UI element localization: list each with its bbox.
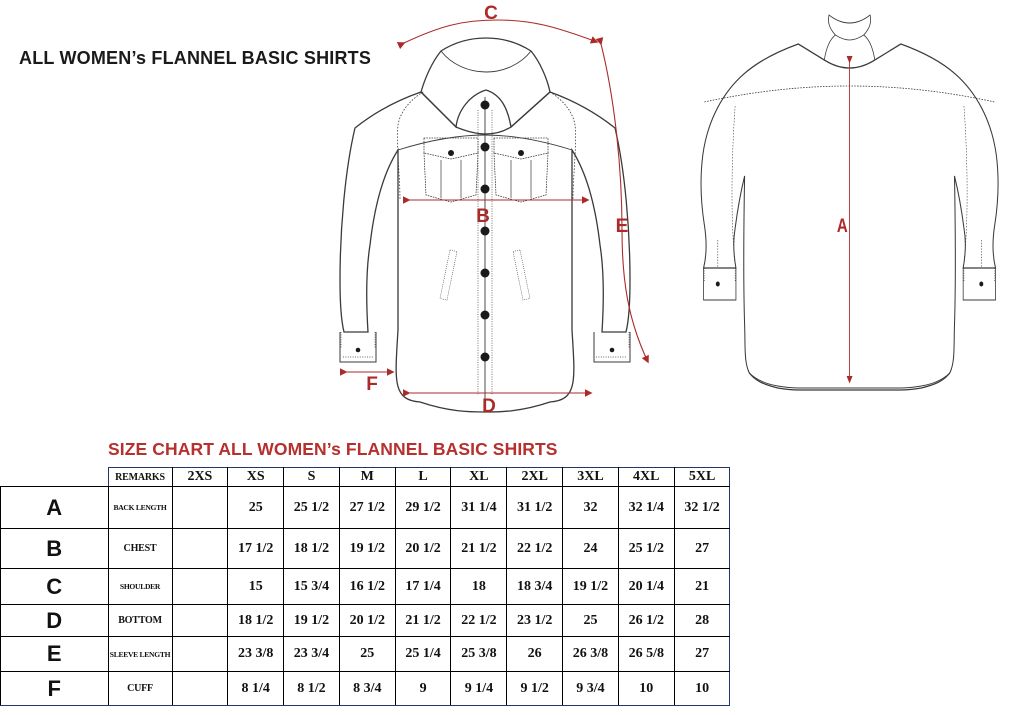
svg-text:A: A [837, 215, 848, 236]
